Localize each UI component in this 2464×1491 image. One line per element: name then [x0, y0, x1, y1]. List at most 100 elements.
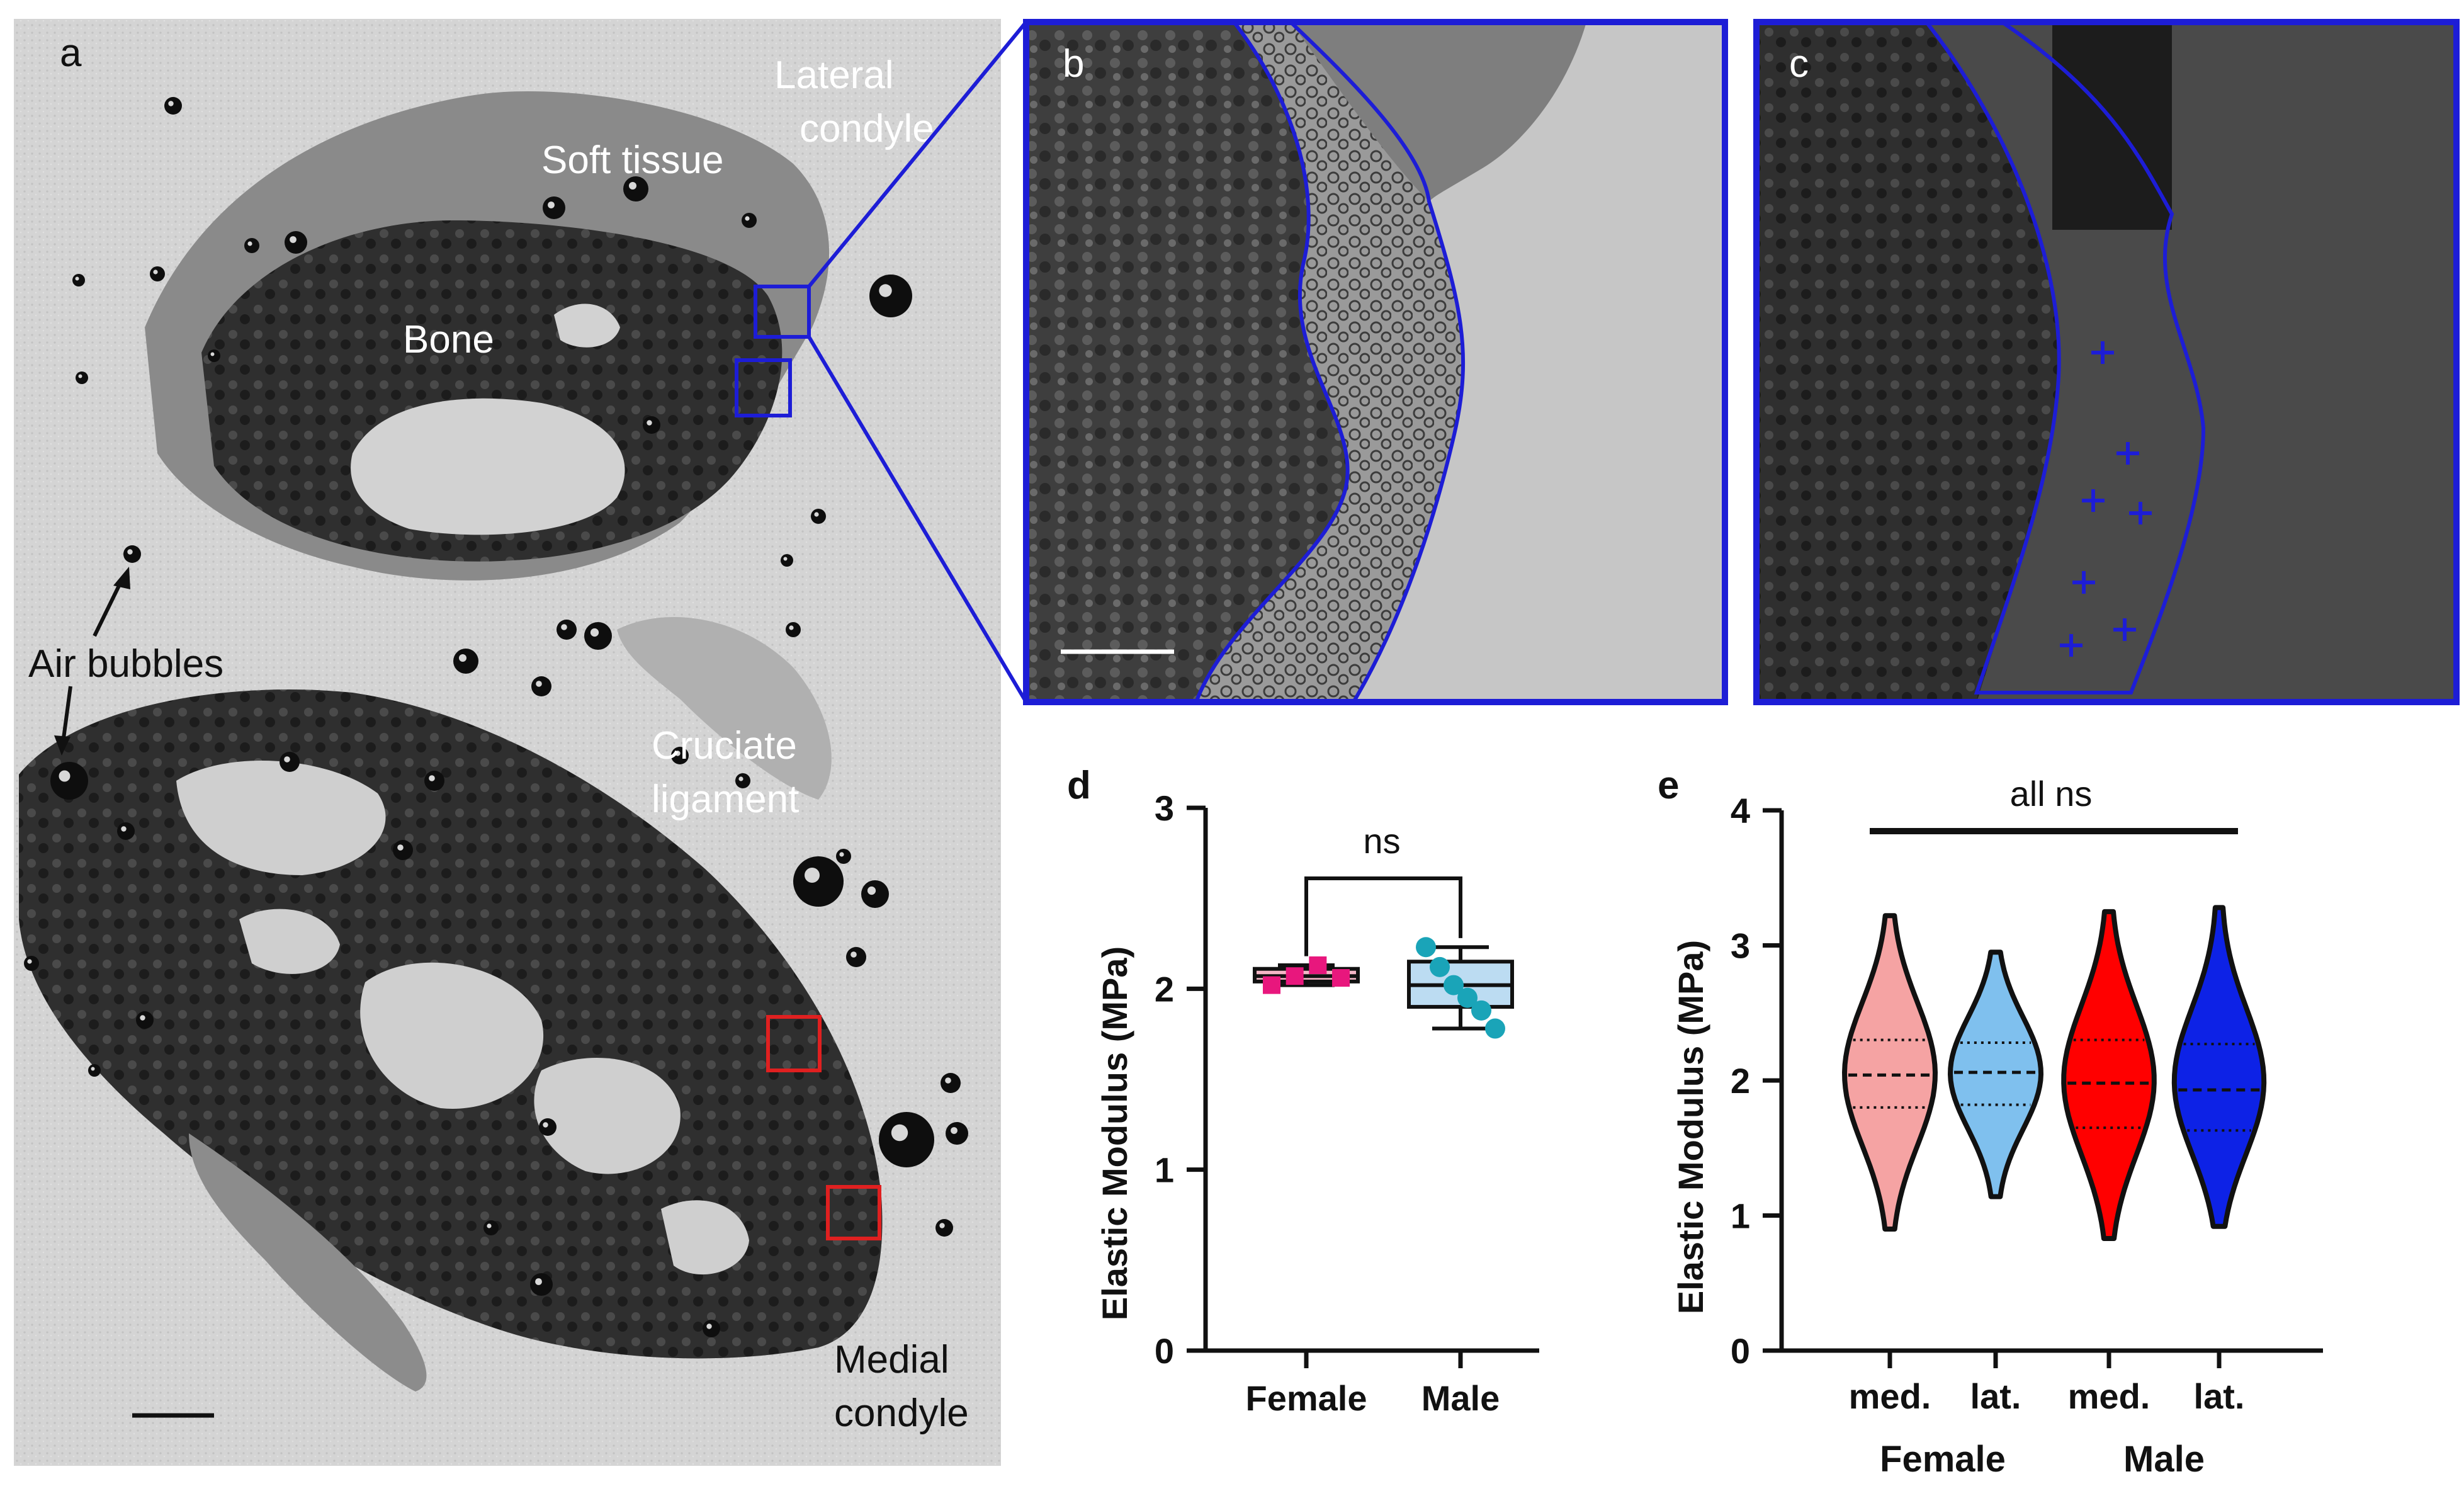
air-bubble-3	[244, 238, 259, 253]
air-bubble-highlight-27	[121, 826, 127, 832]
panel-d-point-0-0	[1263, 976, 1280, 994]
upper-marrow-pocket	[554, 303, 620, 348]
air-bubble-35	[735, 773, 750, 788]
panel-d-point-1-2	[1444, 975, 1464, 995]
panel-d-ytick-label-1: 1	[1155, 1150, 1174, 1190]
air-bubble-highlight-10	[879, 284, 892, 297]
air-bubble-highlight-24	[951, 1127, 958, 1134]
air-bubble-30	[136, 1011, 154, 1029]
air-bubble-7	[208, 349, 220, 362]
label-medial-condyle-line2: condyle	[834, 1392, 969, 1435]
air-bubble-38	[280, 752, 300, 772]
air-bubble-highlight-31	[543, 1122, 548, 1128]
label-medial-condyle-line1: Medial	[834, 1338, 949, 1381]
air-bubble-28	[50, 762, 88, 800]
panel-b-cartilage-region	[1196, 22, 1464, 702]
panel-e-ytick-label-2: 2	[1731, 1061, 1750, 1101]
panel-e-significance: all ns	[2010, 774, 2093, 814]
upper-marrow-cavity	[351, 398, 625, 535]
lower-marrow-2	[360, 962, 544, 1109]
air-bubble-24	[946, 1122, 968, 1145]
panel-a-letter: a	[60, 31, 82, 75]
panel-b-bone-region	[1026, 22, 1348, 702]
panel-d-point-1-0	[1416, 937, 1436, 958]
air-bubble-26	[935, 1219, 953, 1237]
panel-d-marks	[1253, 876, 1514, 1039]
panel-c-cartilage-outline	[1924, 20, 2206, 694]
air-bubble-2	[285, 231, 307, 254]
air-bubble-19	[393, 840, 413, 860]
air-bubble-highlight-30	[140, 1015, 145, 1021]
indentation-point-5	[2072, 571, 2095, 594]
air-bubble-29	[24, 956, 39, 971]
panel-d-point-1-4	[1471, 1000, 1491, 1021]
air-bubble-22	[846, 947, 866, 967]
panel-e-group-label-1: Male	[2123, 1439, 2205, 1480]
air-bubble-highlight-1	[168, 101, 174, 106]
upper-bone-region	[201, 220, 783, 562]
air-bubble-arrow-1	[93, 577, 125, 637]
panel-e-xtick-label-0: med.	[1849, 1376, 1931, 1416]
air-bubble-highlight-21	[867, 886, 876, 895]
panel-d-ytick-label-2: 2	[1155, 969, 1174, 1009]
air-bubble-1	[164, 97, 182, 115]
air-bubble-highlight-18	[429, 775, 435, 781]
air-bubble-highlight-17	[459, 654, 466, 662]
air-bubble-10	[869, 275, 912, 317]
air-bubble-highlight-33	[535, 1278, 542, 1285]
air-bubble-highlight-11	[629, 182, 636, 190]
lower-fibrous-tail	[189, 1133, 427, 1392]
roi-medial-upper	[766, 1015, 822, 1072]
air-bubble-highlight-26	[939, 1223, 945, 1228]
panel-d-xtick-label-0: Female	[1246, 1378, 1367, 1418]
panel-e-marks	[1842, 828, 2267, 1241]
air-bubble-14	[584, 622, 612, 650]
air-bubble-20	[793, 856, 844, 907]
label-soft-tissue: Soft tissue	[541, 139, 723, 182]
label-lateral-condyle-line1: Lateral	[774, 54, 894, 97]
air-bubble-highlight-28	[59, 770, 71, 782]
label-lateral-condyle-line2: condyle	[800, 107, 934, 150]
panel-b-soft-tissue	[1291, 22, 1586, 201]
air-bubble-21	[861, 880, 889, 908]
panel-e-xtick-label-1: lat.	[1970, 1376, 2021, 1416]
panel-c-dark-band	[2052, 22, 2172, 230]
air-bubble-highlight-39	[91, 1067, 95, 1071]
air-bubble-highlight-34	[706, 1324, 712, 1329]
panel-e-violin-3	[2171, 905, 2267, 1229]
panel-e-ytick-label-1: 1	[1731, 1196, 1750, 1236]
panel-d-box-chart: d Elastic Modulus (MPa) 0 1 2 3 Female Male n…	[1067, 764, 1539, 1418]
panel-b-letter: b	[1063, 42, 1084, 86]
air-bubble-highlight-12	[548, 201, 555, 208]
lower-marrow-3	[534, 1058, 681, 1174]
air-bubble-highlight-29	[27, 959, 32, 964]
air-bubble-highlight-5	[75, 276, 79, 281]
label-cruciate-ligament-line1: Cruciate	[652, 724, 797, 768]
air-bubble-41	[781, 554, 793, 567]
air-bubble-18	[424, 771, 444, 791]
air-bubble-23	[941, 1073, 961, 1093]
panel-e-xtick-label-3: lat.	[2194, 1376, 2245, 1416]
air-bubble-highlight-9	[127, 549, 133, 555]
air-bubble-highlight-3	[247, 241, 252, 246]
panel-e-xtick-label-2: med.	[2068, 1376, 2150, 1416]
air-bubble-highlight-8	[647, 420, 652, 426]
indentation-point-4	[2129, 502, 2152, 524]
air-bubble-arrow-2	[61, 686, 72, 744]
panel-e-violin-2	[2061, 909, 2157, 1241]
air-bubble-highlight-4	[153, 269, 158, 275]
lower-marrow-1	[176, 760, 386, 875]
air-bubble-highlight-19	[397, 844, 404, 851]
air-bubble-31	[539, 1118, 557, 1136]
panel-c-left-tissue	[1756, 22, 2059, 702]
lower-marrow-5	[239, 909, 340, 974]
air-bubble-27	[117, 822, 135, 840]
panel-c-letter: c	[1789, 42, 1809, 86]
air-bubble-34	[703, 1320, 720, 1337]
air-bubble-40	[811, 509, 826, 524]
air-bubble-42	[836, 849, 851, 864]
panel-d-significance-bracket	[1304, 876, 1462, 956]
air-bubble-highlight-2	[290, 236, 297, 243]
label-bone: Bone	[403, 318, 494, 361]
